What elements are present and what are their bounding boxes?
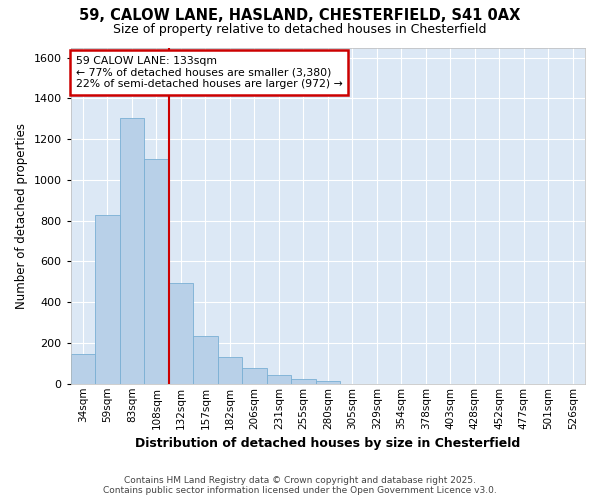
Bar — [193, 336, 218, 384]
Bar — [266, 374, 291, 384]
Bar — [144, 158, 169, 384]
Bar — [218, 358, 242, 384]
Text: Contains HM Land Registry data © Crown copyright and database right 2025.
Contai: Contains HM Land Registry data © Crown c… — [103, 476, 497, 495]
Bar — [95, 214, 119, 384]
Bar — [119, 118, 144, 384]
Text: Size of property relative to detached houses in Chesterfield: Size of property relative to detached ho… — [113, 22, 487, 36]
Bar — [316, 380, 340, 384]
Text: 59 CALOW LANE: 133sqm
← 77% of detached houses are smaller (3,380)
22% of semi-d: 59 CALOW LANE: 133sqm ← 77% of detached … — [76, 56, 343, 89]
Text: 59, CALOW LANE, HASLAND, CHESTERFIELD, S41 0AX: 59, CALOW LANE, HASLAND, CHESTERFIELD, S… — [79, 8, 521, 22]
Bar — [71, 354, 95, 384]
Bar — [169, 283, 193, 384]
X-axis label: Distribution of detached houses by size in Chesterfield: Distribution of detached houses by size … — [135, 437, 520, 450]
Y-axis label: Number of detached properties: Number of detached properties — [15, 122, 28, 308]
Bar — [242, 368, 266, 384]
Bar — [291, 378, 316, 384]
